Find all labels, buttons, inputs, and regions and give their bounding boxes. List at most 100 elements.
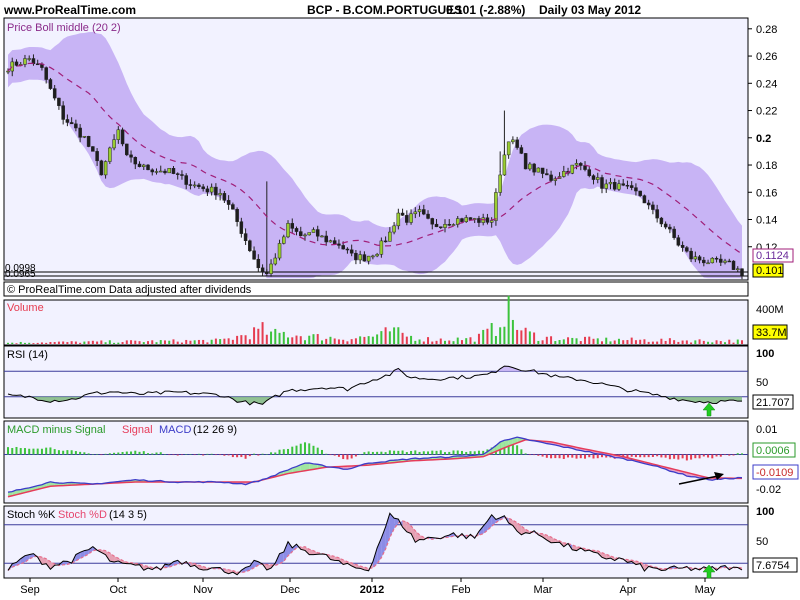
candle-body: [273, 257, 278, 265]
macd-hist-bar: [732, 454, 735, 456]
stoch-fill-segment: [279, 551, 284, 564]
volume-bar: [11, 342, 14, 344]
volume-bar: [384, 327, 387, 344]
volume-bar: [155, 342, 158, 344]
volume-bar: [452, 341, 455, 344]
macd-hist-bar: [240, 454, 243, 458]
macd-hist-bar: [537, 454, 540, 456]
volume-bar: [180, 342, 183, 344]
volume-bar: [79, 342, 82, 344]
x-tick-label: Mar: [534, 584, 553, 596]
macd-hist-bar: [231, 454, 234, 458]
macd-hist-bar: [567, 454, 570, 458]
volume-bar: [681, 340, 684, 344]
macd-hist-bar: [520, 449, 523, 455]
stoch-fill-segment: [16, 558, 21, 566]
macd-hist-bar: [96, 453, 99, 455]
macd-hist-bar: [206, 453, 209, 455]
macd-hist-bar: [643, 454, 646, 458]
volume-bar: [163, 340, 166, 344]
candle-body: [422, 209, 426, 215]
macd-hist-bar: [507, 444, 510, 455]
stoch-title-d: Stoch %D: [58, 509, 107, 521]
candle-body: [6, 70, 10, 73]
macd-hist-bar: [685, 454, 688, 461]
stoch-last-value: 7.6754: [756, 560, 790, 572]
macd-hist-bar: [350, 454, 353, 459]
candle-body: [61, 105, 65, 120]
macd-fill-segment: [300, 463, 305, 472]
macd-hist-bar: [668, 454, 671, 460]
volume-bar: [142, 342, 145, 344]
rsi-last-value: 21.707: [756, 397, 790, 409]
candle-body: [290, 223, 295, 229]
macd-hist-bar: [117, 452, 120, 455]
volume-bar: [19, 341, 22, 344]
volume-bar: [346, 341, 349, 344]
volume-bar: [528, 331, 531, 344]
candle-body: [498, 174, 502, 193]
candle-body: [545, 173, 549, 176]
volume-bar: [554, 341, 557, 344]
candle-body: [120, 129, 125, 145]
macd-hist-bar: [278, 449, 281, 455]
stoch-title-params: (14 3 5): [109, 509, 147, 521]
stoch-fill-segment: [228, 569, 233, 574]
volume-bar: [444, 340, 447, 344]
candle-body: [286, 223, 290, 238]
volume-bar: [600, 341, 603, 344]
macd-hist-bar: [163, 454, 166, 455]
volume-bar: [223, 338, 226, 344]
candle-body: [532, 163, 536, 173]
volume-bar: [363, 336, 366, 344]
candle-body: [303, 234, 307, 237]
macd-hist-bar: [401, 450, 404, 455]
volume-bar: [664, 340, 667, 344]
stoch-fill-segment: [266, 564, 272, 570]
candle-body: [727, 260, 732, 263]
macd-hist-bar: [736, 453, 739, 455]
volume-bar: [240, 335, 243, 344]
rsi-tick-50: 50: [756, 377, 768, 389]
candle-body: [69, 122, 74, 125]
stoch-last-box: [752, 557, 798, 573]
candle-body: [439, 226, 443, 229]
stoch-k-line: [7, 512, 743, 576]
macd-hist-value: 0.0006: [756, 445, 790, 457]
candle-body: [638, 190, 642, 196]
macd-hist-bar: [477, 450, 480, 455]
volume-bar: [422, 341, 425, 344]
volume-bar: [117, 342, 120, 344]
macd-hist-bar: [32, 448, 35, 455]
price-note: © ProRealTime.com Data adjusted after di…: [7, 284, 252, 296]
volume-bar: [609, 341, 612, 344]
volume-bar: [690, 342, 693, 344]
macd-hist-bar: [23, 448, 26, 455]
candle-body: [417, 209, 422, 213]
volume-bar: [486, 328, 489, 344]
macd-hist-bar: [694, 454, 697, 459]
macd-hist-bar: [418, 451, 421, 455]
macd-last-value: -0.0109: [756, 467, 793, 479]
candle-body: [226, 200, 231, 205]
candle-body: [146, 164, 150, 171]
volume-bar: [121, 342, 124, 344]
macd-hist-bar: [244, 454, 247, 459]
boll-mid-box: [752, 248, 794, 263]
volume-bar: [274, 328, 277, 344]
macd-hist-bar: [656, 454, 659, 457]
volume-bar: [626, 340, 629, 344]
macd-hist-bar: [130, 451, 133, 455]
macd-hist-bar: [214, 454, 217, 456]
candle-body: [519, 147, 524, 154]
candle-body: [95, 151, 99, 162]
volume-bar: [15, 343, 18, 344]
candle-body: [307, 232, 311, 236]
macd-hist-bar: [40, 448, 43, 455]
price-tick-label: 0.16: [756, 187, 777, 199]
candle-body: [663, 223, 668, 228]
site-name[interactable]: www.ProRealTime.com: [4, 3, 137, 17]
volume-bar: [316, 334, 319, 344]
candle-body: [349, 249, 354, 254]
